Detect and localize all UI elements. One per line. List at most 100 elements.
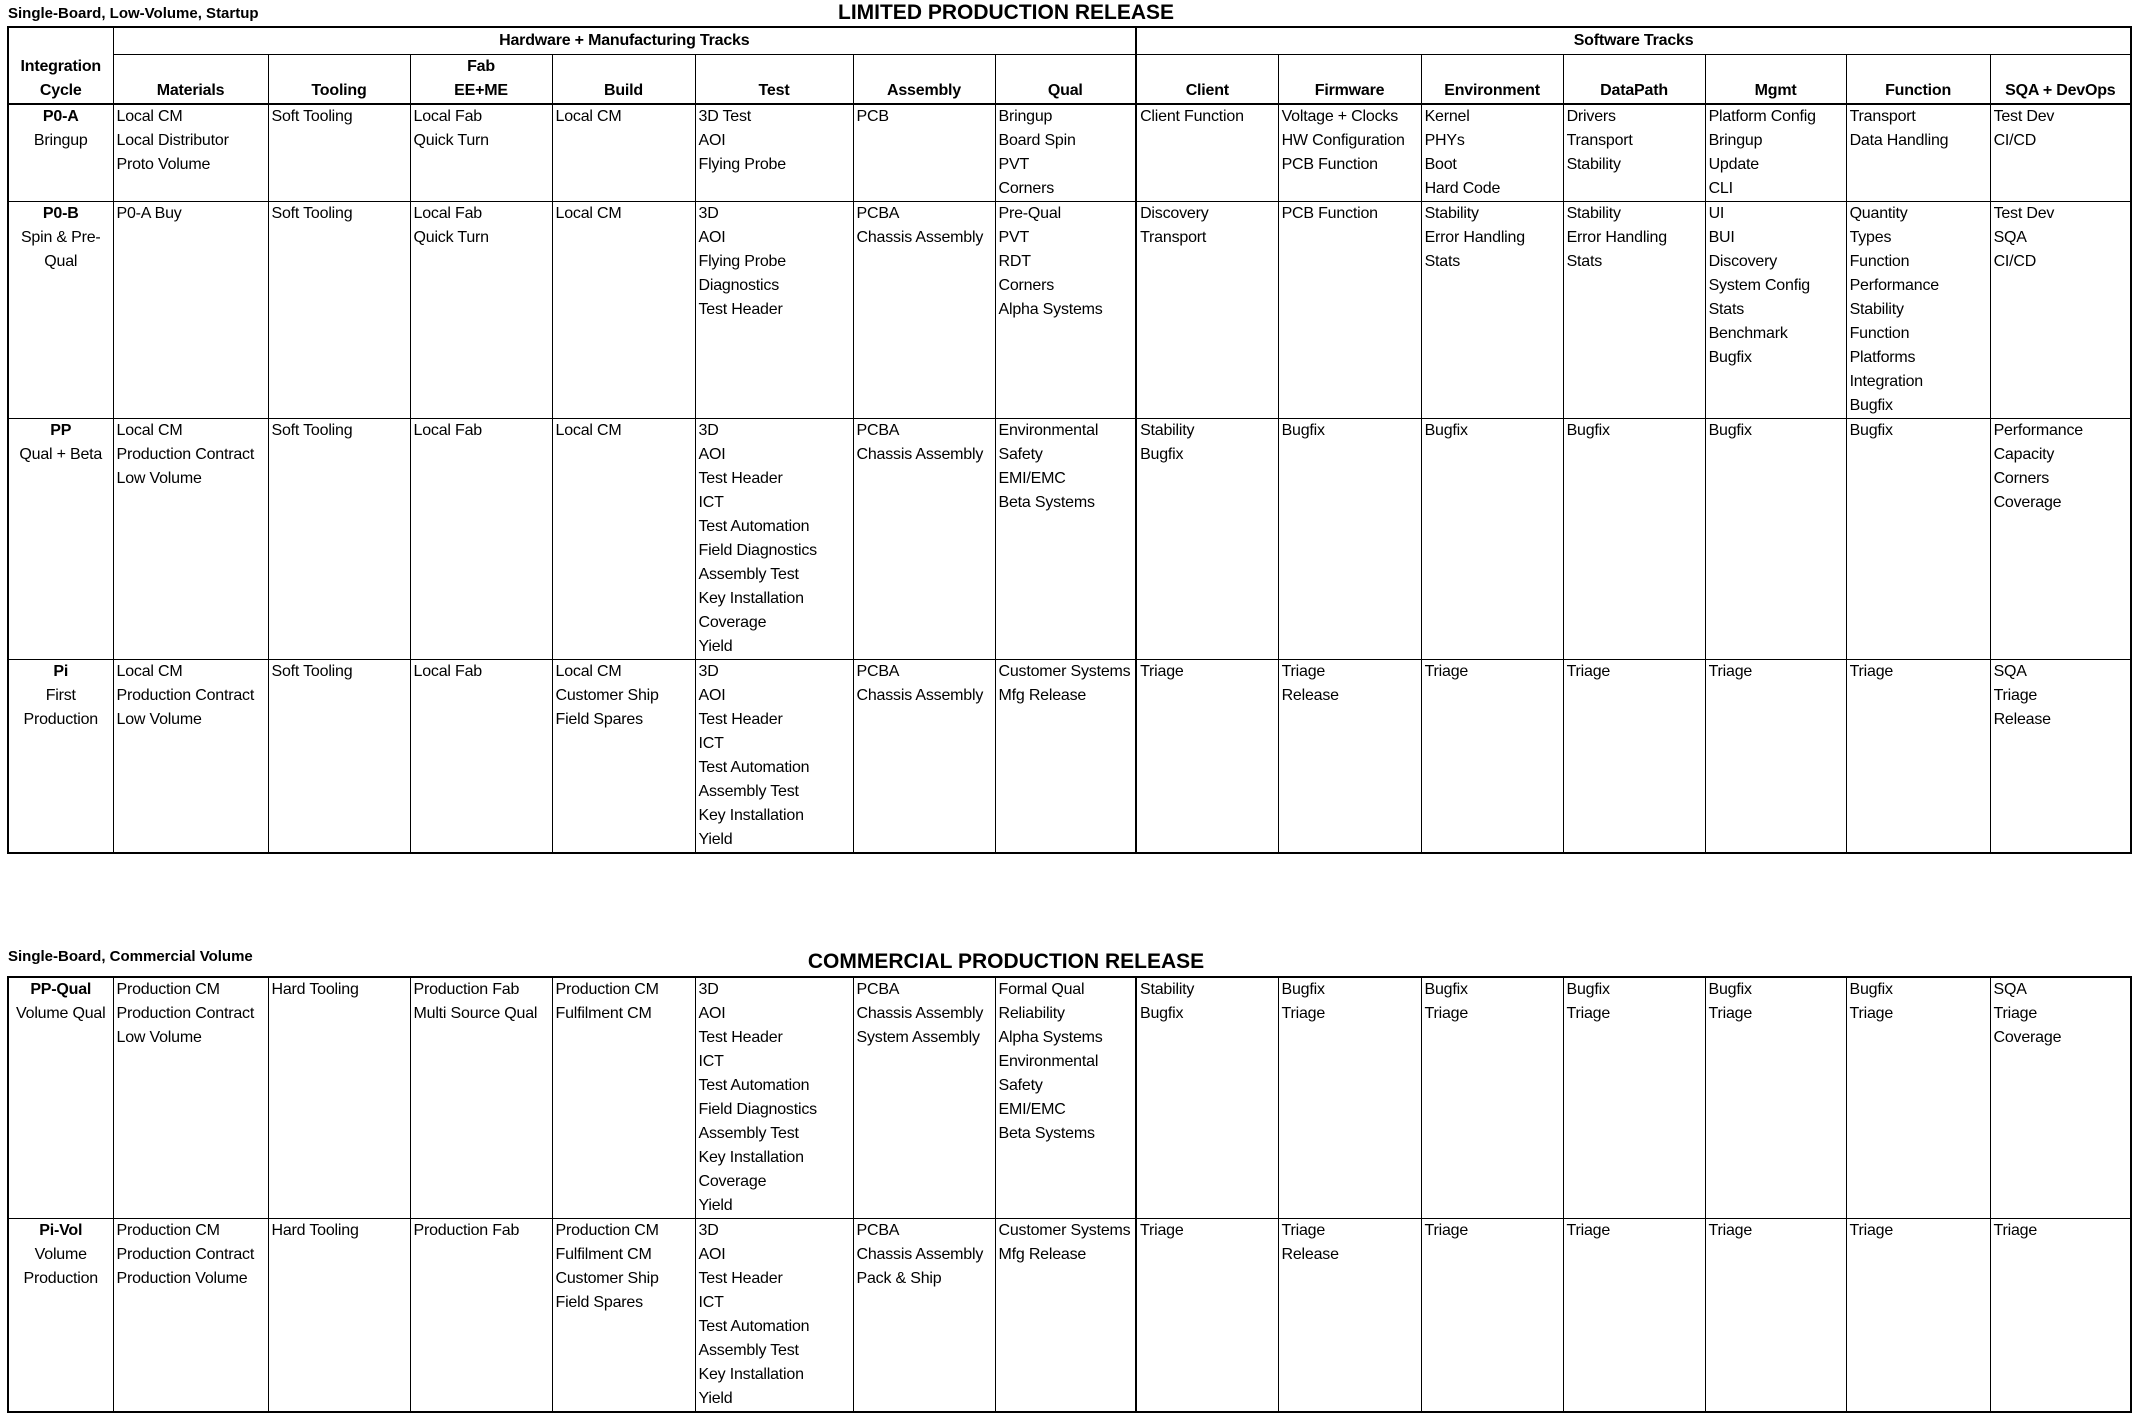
cell-line: Release	[1993, 711, 2052, 728]
cycle-row: P0-A Bringup Local CM Local Distributor Prot…	[7, 103, 2132, 202]
cell-line: Drivers	[1566, 108, 1616, 125]
cell-line: Customer Systems	[998, 1222, 1131, 1239]
track-cell: Triage	[1704, 1218, 1847, 1413]
cell-line: Qual + Beta	[19, 446, 103, 463]
cell-line: Build	[604, 82, 643, 99]
cell-line: Transport	[1566, 132, 1633, 149]
cell-line: Yield	[698, 1197, 733, 1214]
cell-line: RDT	[998, 253, 1031, 270]
cell-line: Safety	[998, 446, 1043, 463]
cell-line: Bugfix	[1849, 981, 1893, 998]
track-cell: Production CM Fulfilment CM	[551, 976, 696, 1219]
header-cell: Build	[551, 54, 696, 105]
track-cell: PCBA Chassis Assembly	[852, 659, 996, 854]
cell-line: Chassis Assembly	[856, 1246, 984, 1263]
cell-line: Proto Volume	[116, 156, 211, 173]
track-cell: Triage	[1845, 1218, 1991, 1413]
table-body: PP-Qual Volume Qual Production CM Productio…	[7, 976, 2132, 1413]
cell-line: Quick Turn	[413, 229, 490, 246]
cell-line: P0-A	[42, 108, 79, 125]
cell-line: Local Fab	[413, 663, 483, 680]
cell-line: Field Diagnostics	[698, 542, 818, 559]
cell-line: Formal Qual	[998, 981, 1085, 998]
track-cell: Triage	[1135, 1218, 1279, 1413]
track-cell: Triage	[1562, 1218, 1706, 1413]
cell-line: Local CM	[116, 108, 183, 125]
cell-line: Bugfix	[1424, 981, 1468, 998]
track-cell: PCB Function	[1277, 201, 1422, 419]
track-cell: Stability Bugfix	[1135, 976, 1279, 1219]
track-cell: 3D AOI Test Header ICT Test Automation Assemb…	[694, 1218, 854, 1413]
header-cell: SQA + DevOps	[1989, 54, 2132, 105]
release-table: PP-Qual Volume Qual Production CM Productio…	[7, 976, 2132, 1413]
track-cell: Local Fab Quick Turn	[409, 201, 553, 419]
header-cell: Environment	[1420, 54, 1564, 105]
cell-line: Triage	[1140, 663, 1184, 680]
cell-line: Voltage + Clocks	[1281, 108, 1399, 125]
cell-line: Triage	[1849, 1005, 1894, 1022]
cell-line: Function	[1885, 82, 1952, 99]
cell-line: Bugfix	[1424, 422, 1468, 439]
cell-line: Low Volume	[116, 711, 202, 728]
cell-line: Local Fab	[413, 422, 483, 439]
cell-line: Assembly Test	[698, 1342, 799, 1359]
track-cell: Stability Error Handling Stats	[1562, 201, 1706, 419]
track-cell: Local Fab	[409, 418, 553, 660]
cell-line: Hardware + Manufacturing Tracks	[499, 32, 750, 49]
track-cell: UI BUI Discovery System Config Stats Benchmar…	[1704, 201, 1847, 419]
header-cell: DataPath	[1562, 54, 1706, 105]
cell-line: Performance	[1849, 277, 1940, 294]
cell-line: Test Automation	[698, 1318, 810, 1335]
cell-line: Bugfix	[1849, 397, 1893, 414]
cell-line: PCB Function	[1281, 156, 1379, 173]
cell-line: Triage	[1424, 1222, 1469, 1239]
cell-line: Integration	[20, 58, 102, 75]
track-cell: Bugfix	[1277, 418, 1422, 660]
cell-line: Triage	[1424, 1005, 1469, 1022]
cell-line: Multi Source Qual	[413, 1005, 538, 1022]
cell-line: ICT	[698, 735, 724, 752]
cell-line: Production CM	[555, 981, 659, 998]
cell-line: Data Handling	[1849, 132, 1949, 149]
cell-line: Production CM	[116, 1222, 220, 1239]
cell-line: Performance	[1993, 422, 2084, 439]
cell-line: Fulfilment CM	[555, 1246, 652, 1263]
track-cell: Stability Bugfix	[1135, 418, 1279, 660]
cell-line: Hard Tooling	[271, 1222, 359, 1239]
cell-line: Software Tracks	[1573, 32, 1694, 49]
cell-line: Triage	[1281, 1005, 1326, 1022]
cell-line: Triage	[1993, 1005, 2038, 1022]
track-cell: Test Dev SQA CI/CD	[1989, 201, 2132, 419]
cell-line: Materials	[156, 82, 225, 99]
cell-line: Hard Code	[1424, 180, 1501, 197]
cell-line: Local CM	[555, 108, 622, 125]
cell-line: Test Header	[698, 301, 783, 318]
cell-line: PCBA	[856, 1222, 900, 1239]
track-cell: Triage	[1845, 659, 1991, 854]
track-cell: Production CM Production Contract Low Volu…	[112, 976, 269, 1219]
cell-line: Kernel	[1424, 108, 1470, 125]
track-cell: Local CM Production Contract Low Volume	[112, 659, 269, 854]
cell-line: Production	[23, 1270, 99, 1287]
track-cell: Triage	[1562, 659, 1706, 854]
track-cell: Customer Systems Mfg Release	[994, 659, 1137, 854]
release-table: Integration Cycle Hardware + Manufacturing…	[7, 26, 2133, 854]
group-header: Software Tracks	[1135, 26, 2132, 55]
cell-line: System Assembly	[856, 1029, 980, 1046]
cell-line: Triage	[1424, 663, 1469, 680]
cell-line: Beta Systems	[998, 494, 1096, 511]
cell-line: Safety	[998, 1077, 1043, 1094]
cell-line: Types	[1849, 229, 1892, 246]
cell-line: Stability	[1140, 422, 1195, 439]
cell-line: Pi-Vol	[39, 1222, 83, 1239]
header-cell: Materials	[112, 54, 269, 105]
cell-line: Alpha Systems	[998, 1029, 1103, 1046]
cell-line: PHYs	[1424, 132, 1465, 149]
cell-line: Reliability	[998, 1005, 1065, 1022]
cell-line: Qual	[1047, 82, 1083, 99]
cell-line: AOI	[698, 1005, 726, 1022]
cell-line: Discovery	[1140, 205, 1209, 222]
cell-line: Triage	[1566, 1005, 1611, 1022]
cell-line: Pre-Qual	[998, 205, 1062, 222]
track-cell: Triage	[1989, 1218, 2132, 1413]
